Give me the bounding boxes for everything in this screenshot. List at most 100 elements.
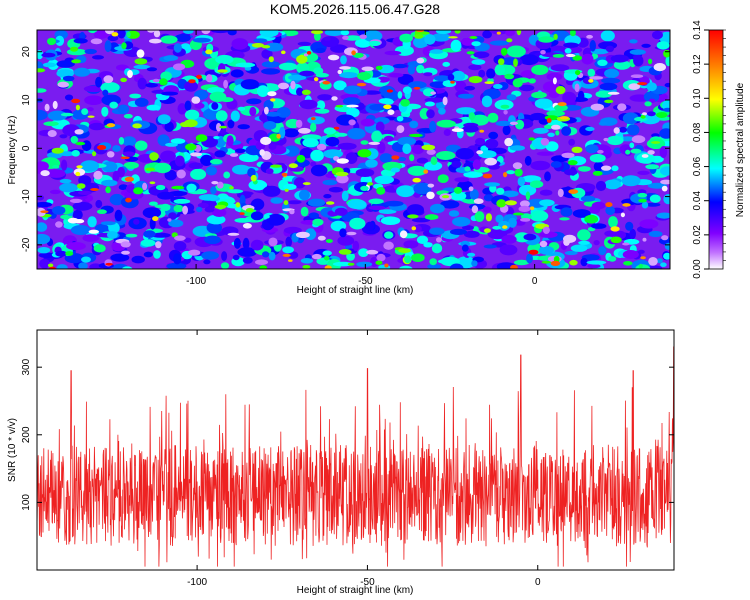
heatmap-cell (552, 54, 565, 58)
heatmap-peak (71, 98, 81, 104)
heatmap-peak (196, 74, 202, 79)
heatmap-cell (647, 150, 655, 155)
heatmap-cell (303, 53, 309, 57)
heatmap-peak (40, 210, 49, 213)
heatmap-cell (242, 257, 253, 264)
heatmap-cell (210, 158, 223, 165)
heatmap-cell (599, 82, 618, 91)
heatmap-peak (529, 206, 535, 211)
heatmap-cell (554, 104, 568, 112)
heatmap-cell (201, 30, 211, 35)
heatmap-cell (584, 214, 599, 224)
heatmap-cell (339, 66, 351, 70)
heatmap-cell (93, 244, 106, 253)
heatmap-peak (541, 260, 552, 264)
heatmap-cell (167, 218, 172, 222)
heatmap-cell (323, 127, 336, 135)
heatmap-cell (383, 241, 394, 250)
heatmap-cell (393, 63, 407, 69)
heatmap-cell (471, 205, 479, 214)
heatmap-cell (285, 236, 293, 248)
heatmap-cell (337, 69, 342, 75)
heatmap-cell (230, 153, 239, 157)
heatmap-cell (179, 121, 191, 128)
heatmap-cell (629, 39, 638, 44)
heatmap-cell (466, 51, 475, 55)
heatmap-cell (436, 119, 456, 128)
heatmap-x-tick-label: -100 (186, 276, 206, 287)
heatmap-cell (185, 143, 197, 151)
heatmap-cell (278, 62, 298, 71)
heatmap-cell (506, 170, 515, 175)
heatmap-cell (454, 80, 467, 93)
heatmap-cell (47, 110, 68, 121)
heatmap-cell (664, 82, 670, 88)
heatmap-cell (211, 181, 219, 185)
heatmap-peak (506, 38, 513, 43)
heatmap-cell (633, 54, 644, 67)
heatmap-cell (520, 70, 536, 80)
heatmap-cell (347, 199, 367, 209)
heatmap-cell (37, 233, 51, 245)
heatmap-peak (496, 31, 501, 35)
heatmap-peak (483, 228, 491, 233)
heatmap-cell (604, 230, 618, 237)
heatmap-cell (253, 38, 268, 43)
heatmap-cell (216, 122, 222, 132)
heatmap-cell (416, 235, 429, 244)
colorbar-tick-label: 0.00 (692, 259, 703, 279)
heatmap-cell (407, 64, 416, 75)
heatmap-cell (501, 234, 517, 244)
heatmap-cell (656, 112, 668, 118)
heatmap-cell (496, 199, 507, 208)
heatmap-cell (660, 166, 670, 176)
heatmap-cell (157, 191, 175, 200)
heatmap-cell (468, 64, 482, 71)
heatmap-cell (454, 30, 461, 34)
heatmap-cell (265, 111, 281, 117)
heatmap-cell (59, 151, 75, 157)
heatmap-cell (206, 214, 226, 225)
heatmap-cell (217, 181, 224, 189)
heatmap-cell (423, 242, 433, 248)
heatmap-cell (37, 109, 48, 121)
heatmap-cell (598, 121, 608, 126)
heatmap-cell (400, 230, 408, 239)
colorbar-ticks: 0.00 0.02 0.04 0.06 0.08 0.10 0.12 0.14 (692, 20, 726, 279)
heatmap-cell (360, 140, 369, 145)
heatmap-peak (415, 30, 425, 33)
heatmap-cell (607, 91, 620, 95)
heatmap-cell (431, 243, 443, 254)
heatmap-cell (606, 135, 624, 146)
heatmap-cell (82, 234, 100, 242)
heatmap-cell (495, 214, 504, 223)
heatmap-cell (380, 216, 401, 225)
heatmap-cell (593, 240, 600, 246)
heatmap-cell (251, 43, 264, 48)
heatmap-peak (567, 160, 578, 166)
heatmap-cell (210, 186, 217, 195)
heatmap-cell (61, 159, 68, 171)
heatmap-peak (75, 171, 81, 177)
heatmap-peak (70, 46, 79, 52)
heatmap-cell (396, 185, 415, 198)
heatmap-peak (386, 89, 393, 93)
heatmap-cell (648, 58, 653, 65)
heatmap-cell (370, 256, 379, 267)
heatmap-cell (263, 214, 270, 219)
heatmap-cell (442, 195, 450, 199)
heatmap-cell (506, 45, 526, 58)
heatmap-cell (378, 209, 397, 215)
heatmap-cell (73, 38, 88, 44)
heatmap-peak (306, 51, 312, 55)
heatmap-cell (622, 112, 639, 125)
heatmap-cell (265, 42, 284, 52)
heatmap-frame (36, 29, 671, 270)
heatmap-cell (133, 187, 144, 195)
snr-x-tick-label: -100 (187, 577, 207, 588)
heatmap-cell (471, 41, 481, 47)
heatmap-cell (302, 265, 311, 269)
heatmap-cell (429, 258, 438, 266)
heatmap-peak (205, 49, 213, 55)
heatmap-cell (101, 106, 109, 117)
